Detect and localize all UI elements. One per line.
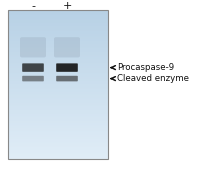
Text: Cleaved enzyme: Cleaved enzyme <box>117 74 189 83</box>
FancyBboxPatch shape <box>22 63 44 72</box>
Text: Procaspase-9: Procaspase-9 <box>117 63 174 72</box>
Text: +: + <box>62 1 72 11</box>
FancyBboxPatch shape <box>22 76 44 81</box>
Text: -: - <box>31 1 35 11</box>
FancyBboxPatch shape <box>56 76 78 81</box>
FancyBboxPatch shape <box>54 37 80 57</box>
FancyBboxPatch shape <box>20 37 46 57</box>
Bar <box>8 10 108 159</box>
FancyBboxPatch shape <box>56 63 78 72</box>
